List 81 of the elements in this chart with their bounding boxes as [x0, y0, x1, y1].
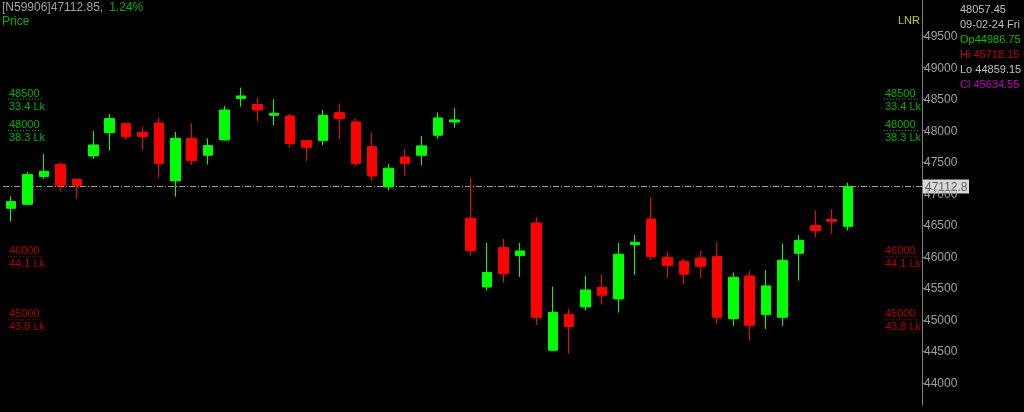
- candlestick: [383, 163, 394, 192]
- candlestick: [761, 269, 771, 330]
- candlestick: [662, 251, 673, 279]
- candlestick: [22, 171, 33, 206]
- ref-line-label: 48500 33.4 Lk: [9, 86, 46, 112]
- candlestick: [203, 137, 213, 166]
- candlestick: [826, 208, 837, 235]
- candlestick: [154, 116, 164, 179]
- candlestick: [433, 111, 443, 140]
- candlestick: [137, 126, 148, 151]
- candlestick: [794, 234, 804, 282]
- candlestick: [252, 97, 263, 123]
- candlestick: [646, 197, 656, 261]
- candlestick: [39, 153, 49, 180]
- text: 45000 43.8 Lk: [885, 307, 922, 333]
- text: Op44986.75: [960, 32, 1021, 45]
- y-tick-label: 49000: [924, 60, 958, 75]
- candlestick: [482, 242, 492, 292]
- y-tick-label: 48500: [924, 92, 958, 107]
- candlestick: [186, 122, 197, 166]
- candlestick: [269, 98, 279, 126]
- candlestick: [630, 234, 640, 276]
- chart-title: [N59906]47112.85,: [2, 0, 104, 14]
- candlestick: [219, 105, 230, 142]
- candlestick: [6, 195, 16, 223]
- y-tick-label: 45000: [924, 312, 958, 327]
- candlestick: [580, 275, 591, 312]
- candlestick: [712, 242, 722, 325]
- candlestick: [531, 216, 542, 326]
- text: 46000 44.1 Lk: [885, 244, 922, 270]
- y-tick-label: 44000: [924, 375, 958, 390]
- candlestick: [416, 135, 427, 167]
- text: 09-02-24 Fri: [960, 17, 1020, 30]
- candlestick: [334, 103, 345, 140]
- candlestick: [121, 122, 131, 141]
- candlestick: [843, 182, 853, 232]
- ref-line-label: 46000 44.1 Lk: [9, 244, 46, 270]
- candlestick: [695, 250, 706, 279]
- candlestick: [810, 210, 821, 238]
- candlestick: [728, 272, 739, 327]
- candlestick: [301, 139, 312, 162]
- y-tick-label: 48000: [924, 123, 958, 138]
- candlestick: [777, 243, 788, 327]
- y-tick-label: 47500: [924, 155, 958, 170]
- y-axis-title: Price: [2, 14, 30, 28]
- candlestick: [285, 113, 295, 149]
- chart-subtitle: 1.24%: [109, 0, 144, 14]
- text: Lo 44859.15: [960, 62, 1022, 75]
- text: Hi 45718.15: [960, 47, 1020, 60]
- candlestick: [679, 258, 689, 285]
- ref-line-label: 45000 43.8 Lk: [9, 307, 46, 333]
- candlestick: [548, 286, 558, 352]
- y-tick-label: 49500: [924, 28, 958, 43]
- candlestick: [498, 238, 509, 284]
- candlestick: [564, 308, 574, 355]
- y-tick-label: 45500: [924, 281, 958, 296]
- y-tick-label: 46500: [924, 218, 958, 233]
- annotation: LNR: [898, 13, 921, 26]
- text: 48000 38.3 Lk: [885, 118, 922, 144]
- y-tick-label: 44500: [924, 344, 958, 359]
- candlestick: [449, 107, 460, 129]
- candlestick: [465, 177, 476, 257]
- text: 48057.45: [960, 2, 1006, 15]
- candlestick: [88, 130, 99, 160]
- text: Cl 45634.55: [960, 77, 1020, 90]
- candlestick: [236, 87, 246, 108]
- candlestick: [170, 131, 181, 198]
- candlestick: [55, 161, 66, 193]
- candlestick: [318, 109, 328, 146]
- candlestick: [597, 274, 607, 306]
- candlestick: [104, 113, 115, 152]
- candlestick: [515, 242, 525, 278]
- text: 48500 33.4 Lk: [885, 86, 922, 112]
- candlestick: [744, 270, 755, 342]
- candlestick: [613, 242, 624, 314]
- candlestick: [72, 178, 82, 200]
- candlestick: [367, 131, 377, 182]
- candlestick: [351, 117, 361, 168]
- ref-line-label: 48000 38.3 Lk: [9, 118, 46, 144]
- candlestick: [400, 148, 410, 177]
- y-tick-label: 46000: [924, 249, 958, 264]
